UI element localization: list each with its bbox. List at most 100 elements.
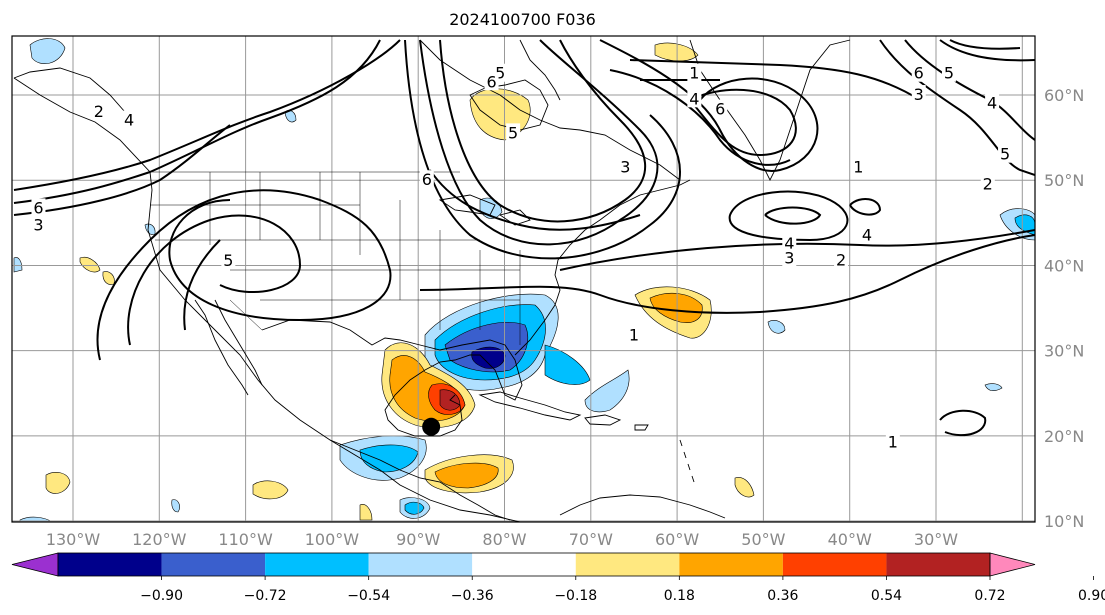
contour-label: 1 xyxy=(689,64,699,83)
longitude-label: 120°W xyxy=(132,530,187,549)
colorbar-tick-labels: −0.90 −0.72 −0.54 −0.36 −0.18 0.18 0.36 0.54 0.7… xyxy=(140,576,1105,604)
anomaly-shade-positive xyxy=(734,477,755,498)
contour-label-background xyxy=(687,89,702,108)
contour-label: 1 xyxy=(629,325,639,344)
longitude-label: 50°W xyxy=(741,530,785,549)
colorbar-tick-label: 0.54 xyxy=(871,588,902,604)
contour-label-background xyxy=(122,110,137,129)
colorbar-segment xyxy=(265,553,369,576)
colorbar-tick-label: 0.18 xyxy=(664,588,695,604)
anomaly-shade-negative xyxy=(584,369,630,413)
colorbar-tick-label: −0.54 xyxy=(347,588,390,604)
longitude-label: 60°W xyxy=(655,530,699,549)
colorbar-segment xyxy=(886,553,990,576)
contour-label: 4 xyxy=(862,226,872,245)
colorbar-tick-label: 0.36 xyxy=(767,588,798,604)
colorbar-tick-label: −0.18 xyxy=(554,588,597,604)
state-borders xyxy=(150,171,521,345)
contour-label: 2 xyxy=(983,175,993,194)
anomaly-shade-positive xyxy=(359,504,373,521)
contour-label-background xyxy=(885,432,900,451)
latitude-label: 20°N xyxy=(1044,427,1084,446)
contour-label-background xyxy=(851,157,866,176)
colorbar-segment xyxy=(472,553,576,576)
anomaly-shade-negative xyxy=(404,501,425,515)
storm-center-dot xyxy=(422,417,441,436)
colorbar-segment xyxy=(782,553,887,576)
anomaly-shade-positive xyxy=(469,88,531,141)
anomaly-shade-negative xyxy=(544,344,591,385)
contour-label: 5 xyxy=(1000,145,1010,164)
longitude-label: 80°W xyxy=(482,530,526,549)
longitude-label: 70°W xyxy=(569,530,613,549)
anomaly-shade-negative xyxy=(144,223,156,235)
colorbar-tick-label: −0.72 xyxy=(244,588,287,604)
anomaly-shade-negative xyxy=(171,499,180,513)
contour-label: 3 xyxy=(784,249,794,268)
contour-label: 3 xyxy=(914,85,924,104)
contour-label-background xyxy=(859,225,874,244)
anomaly-shade-negative xyxy=(29,38,66,65)
contour-label: 5 xyxy=(944,64,954,83)
colorbar-segment xyxy=(575,553,680,576)
contour-label-background xyxy=(618,157,633,176)
longitude-labels: 130°W 120°W 110°W 100°W 90°W 80°W 70°W 60°W 50°W… xyxy=(46,530,958,549)
storm-center-marker xyxy=(422,417,441,436)
contour-label-background xyxy=(626,325,641,344)
anomaly-shade-negative xyxy=(13,257,23,273)
contour-label: 4 xyxy=(689,89,699,108)
longitude-label: 90°W xyxy=(396,530,440,549)
anomaly-shade-positive xyxy=(649,292,703,323)
height-contours xyxy=(13,39,1035,437)
anomaly-shading xyxy=(13,38,1035,522)
latitude-label: 30°N xyxy=(1044,342,1084,361)
longitude-label: 30°W xyxy=(914,530,958,549)
anomaly-shade-positive xyxy=(102,271,115,285)
contour-label-background xyxy=(484,72,499,91)
contour-label-background xyxy=(834,250,849,269)
lat-lon-gridlines xyxy=(12,36,1035,522)
anomaly-shade-negative xyxy=(471,346,506,369)
contour-label: 6 xyxy=(914,64,924,83)
contour-label: 6 xyxy=(715,100,725,119)
contour-label: 2 xyxy=(836,250,846,269)
contour-label-background xyxy=(782,248,797,267)
colorbar-segment xyxy=(58,553,162,576)
anomaly-shade-positive xyxy=(79,257,101,273)
contour-label: 4 xyxy=(987,94,997,113)
contour-label-background xyxy=(941,63,956,82)
anomaly-shade-negative xyxy=(767,320,786,334)
contour-label-background xyxy=(221,251,236,270)
contour-label: 6 xyxy=(422,170,432,189)
contour-label: 1 xyxy=(888,433,898,452)
contour-label-background xyxy=(91,102,106,121)
contour-label: 3 xyxy=(33,215,43,234)
contour-label: 6 xyxy=(33,198,43,217)
colorbar-extend-max xyxy=(989,552,1036,577)
latitude-label: 10°N xyxy=(1044,512,1084,531)
contour-label-background xyxy=(911,63,926,82)
contour-label: 5 xyxy=(223,251,233,270)
colorbar-extend-min xyxy=(11,552,59,577)
colorbar-segment xyxy=(161,553,266,576)
colorbar-tick-label: 0.90 xyxy=(1078,588,1105,604)
anomaly-shade-positive xyxy=(45,472,71,494)
latitude-labels: 60°N 50°N 40°N 30°N 20°N 10°N xyxy=(1044,86,1084,531)
longitude-label: 40°W xyxy=(828,530,872,549)
contour-label-background xyxy=(687,63,702,82)
anomaly-shade-negative xyxy=(984,383,1003,391)
colorbar-segment xyxy=(679,553,783,576)
contour-label-background xyxy=(31,215,46,234)
contour-label: 2 xyxy=(94,102,104,121)
contour-label: 1 xyxy=(853,157,863,176)
contour-label: 4 xyxy=(124,111,134,130)
anomaly-shade-positive xyxy=(252,480,289,500)
contour-label-background xyxy=(506,123,521,142)
colorbar-frame xyxy=(57,552,991,577)
anomaly-shade-positive xyxy=(654,42,699,62)
longitude-label: 130°W xyxy=(46,530,101,549)
contour-label-background xyxy=(419,170,434,189)
contour-label: 4 xyxy=(784,234,794,253)
map-title: 2024100700 F036 xyxy=(449,10,596,29)
contour-label-background xyxy=(911,85,926,104)
